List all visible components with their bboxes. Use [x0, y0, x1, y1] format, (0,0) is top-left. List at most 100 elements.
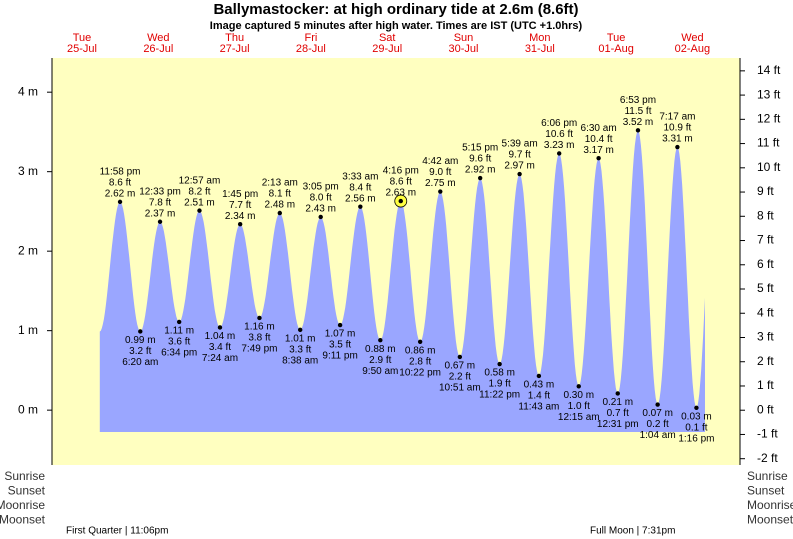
tide-ft-label: 7.7 ft: [229, 200, 251, 211]
y2-tick-label: 9 ft: [757, 184, 774, 198]
tide-m-label: 0.58 m: [484, 368, 515, 379]
tide-m-label: 2.34 m: [225, 211, 256, 222]
y-tick-label: 3 m: [18, 164, 38, 178]
tide-time: 7:17 am: [659, 112, 695, 123]
y2-tick-label: 7 ft: [757, 233, 774, 247]
tide-ft-label: 10.4 ft: [585, 134, 613, 145]
tide-ft-label: 8.0 ft: [310, 193, 332, 204]
tide-m-label: 3.17 m: [583, 145, 614, 156]
tide-point: [117, 199, 123, 205]
day-label: Fri: [304, 32, 317, 44]
day-label: Tue: [73, 32, 92, 44]
tide-point: [675, 144, 680, 150]
day-label: Tue: [607, 32, 626, 44]
tide-time: 6:34 pm: [161, 348, 197, 359]
day-label: Sun: [454, 32, 474, 44]
day-label: Sat: [379, 32, 396, 44]
y2-tick-label: 3 ft: [757, 330, 774, 344]
tide-ft-label: 0.7 ft: [607, 408, 629, 419]
tide-time: 6:53 pm: [620, 95, 656, 106]
tide-point: [615, 391, 620, 396]
y-tick-label: 4 m: [18, 84, 38, 98]
tide-point: [556, 151, 562, 156]
tide-m-label: 2.43 m: [305, 204, 336, 215]
moon-phase: First Quarter | 11:06pm: [66, 526, 168, 537]
date-label: 30-Jul: [449, 43, 479, 55]
chart-title: Ballymastocker: at high ordinary tide at…: [213, 1, 578, 18]
date-label: 27-Jul: [220, 43, 250, 55]
tide-ft-label: 8.1 ft: [269, 189, 291, 200]
tide-ft-label: 3.5 ft: [329, 340, 351, 351]
tide-m-label: 0.88 m: [365, 344, 396, 355]
tide-time: 1:16 pm: [678, 433, 714, 444]
tide-ft-label: 3.2 ft: [129, 346, 151, 357]
tide-m-label: 2.56 m: [345, 193, 376, 204]
tide-ft-label: 10.9 ft: [663, 123, 691, 134]
date-label: 31-Jul: [525, 43, 555, 55]
tide-point: [655, 402, 660, 407]
tide-time: 7:24 am: [202, 353, 238, 364]
y2-tick-label: 2 ft: [757, 354, 774, 368]
tide-ft-label: 2.8 ft: [409, 356, 431, 367]
tide-ft-label: 7.8 ft: [149, 197, 171, 208]
tide-ft-label: 1.0 ft: [568, 401, 590, 412]
row-label: Sunrise: [747, 469, 788, 483]
tide-m-label: 2.51 m: [184, 197, 215, 208]
chart-subtitle: Image captured 5 minutes after high wate…: [210, 20, 583, 32]
tide-time: 1:45 pm: [222, 189, 258, 200]
tide-time: 7:49 pm: [241, 344, 277, 355]
tide-ft-label: 8.6 ft: [390, 177, 412, 188]
tide-time: 12:15 am: [558, 412, 600, 423]
tide-ft-label: 0.1 ft: [685, 422, 707, 433]
row-label: Sunset: [8, 484, 46, 498]
y2-tick-label: -2 ft: [757, 451, 778, 465]
tide-m-label: 0.86 m: [405, 345, 436, 356]
tide-m-label: 1.07 m: [325, 329, 356, 340]
tide-point: [517, 171, 522, 177]
tide-m-label: 3.31 m: [662, 134, 693, 145]
date-label: 25-Jul: [67, 43, 97, 55]
tide-time: 8:38 am: [282, 356, 318, 367]
tide-m-label: 1.01 m: [285, 334, 316, 345]
y2-tick-label: 0 ft: [757, 402, 774, 416]
tide-point: [277, 210, 282, 216]
tide-point: [358, 204, 363, 209]
tide-m-label: 2.62 m: [105, 189, 136, 200]
tide-m-label: 2.48 m: [265, 200, 296, 211]
tide-time: 9:50 am: [362, 366, 398, 377]
tide-ft-label: 3.8 ft: [248, 333, 270, 344]
y2-tick-label: -1 ft: [757, 427, 778, 441]
tide-ft-label: 8.2 ft: [188, 186, 210, 197]
tide-point: [536, 373, 542, 379]
tide-m-label: 0.07 m: [642, 408, 673, 419]
tide-point: [337, 322, 343, 328]
tide-ft-label: 10.6 ft: [545, 129, 573, 140]
y-tick-label: 0 m: [18, 402, 38, 416]
y2-tick-label: 12 ft: [757, 112, 781, 126]
y-tick-label: 1 m: [18, 323, 38, 337]
tide-point: [237, 221, 243, 227]
tide-point: [497, 361, 502, 367]
tide-m-label: 1.16 m: [244, 322, 275, 333]
row-label: Moonset: [0, 513, 46, 527]
tide-m-label: 0.99 m: [125, 335, 156, 346]
tide-time: 5:15 pm: [462, 143, 498, 154]
tide-point: [176, 319, 182, 325]
tide-time: 11:58 pm: [100, 167, 141, 178]
tide-time: 4:42 am: [422, 156, 458, 167]
tide-time: 11:43 am: [518, 402, 559, 413]
moon-phase: Full Moon | 7:31pm: [590, 526, 675, 537]
tide-point: [635, 128, 641, 133]
tide-time: 12:57 am: [179, 175, 221, 186]
tide-ft-label: 1.4 ft: [528, 391, 550, 402]
y2-tick-label: 1 ft: [757, 378, 774, 392]
tide-m-label: 0.43 m: [524, 380, 555, 391]
tide-point: [417, 339, 423, 344]
tide-point: [197, 208, 202, 213]
tide-m-label: 3.52 m: [623, 117, 654, 128]
tide-time: 1:04 am: [640, 430, 676, 441]
tide-point: [694, 405, 699, 410]
tide-ft-label: 2.9 ft: [369, 355, 391, 366]
